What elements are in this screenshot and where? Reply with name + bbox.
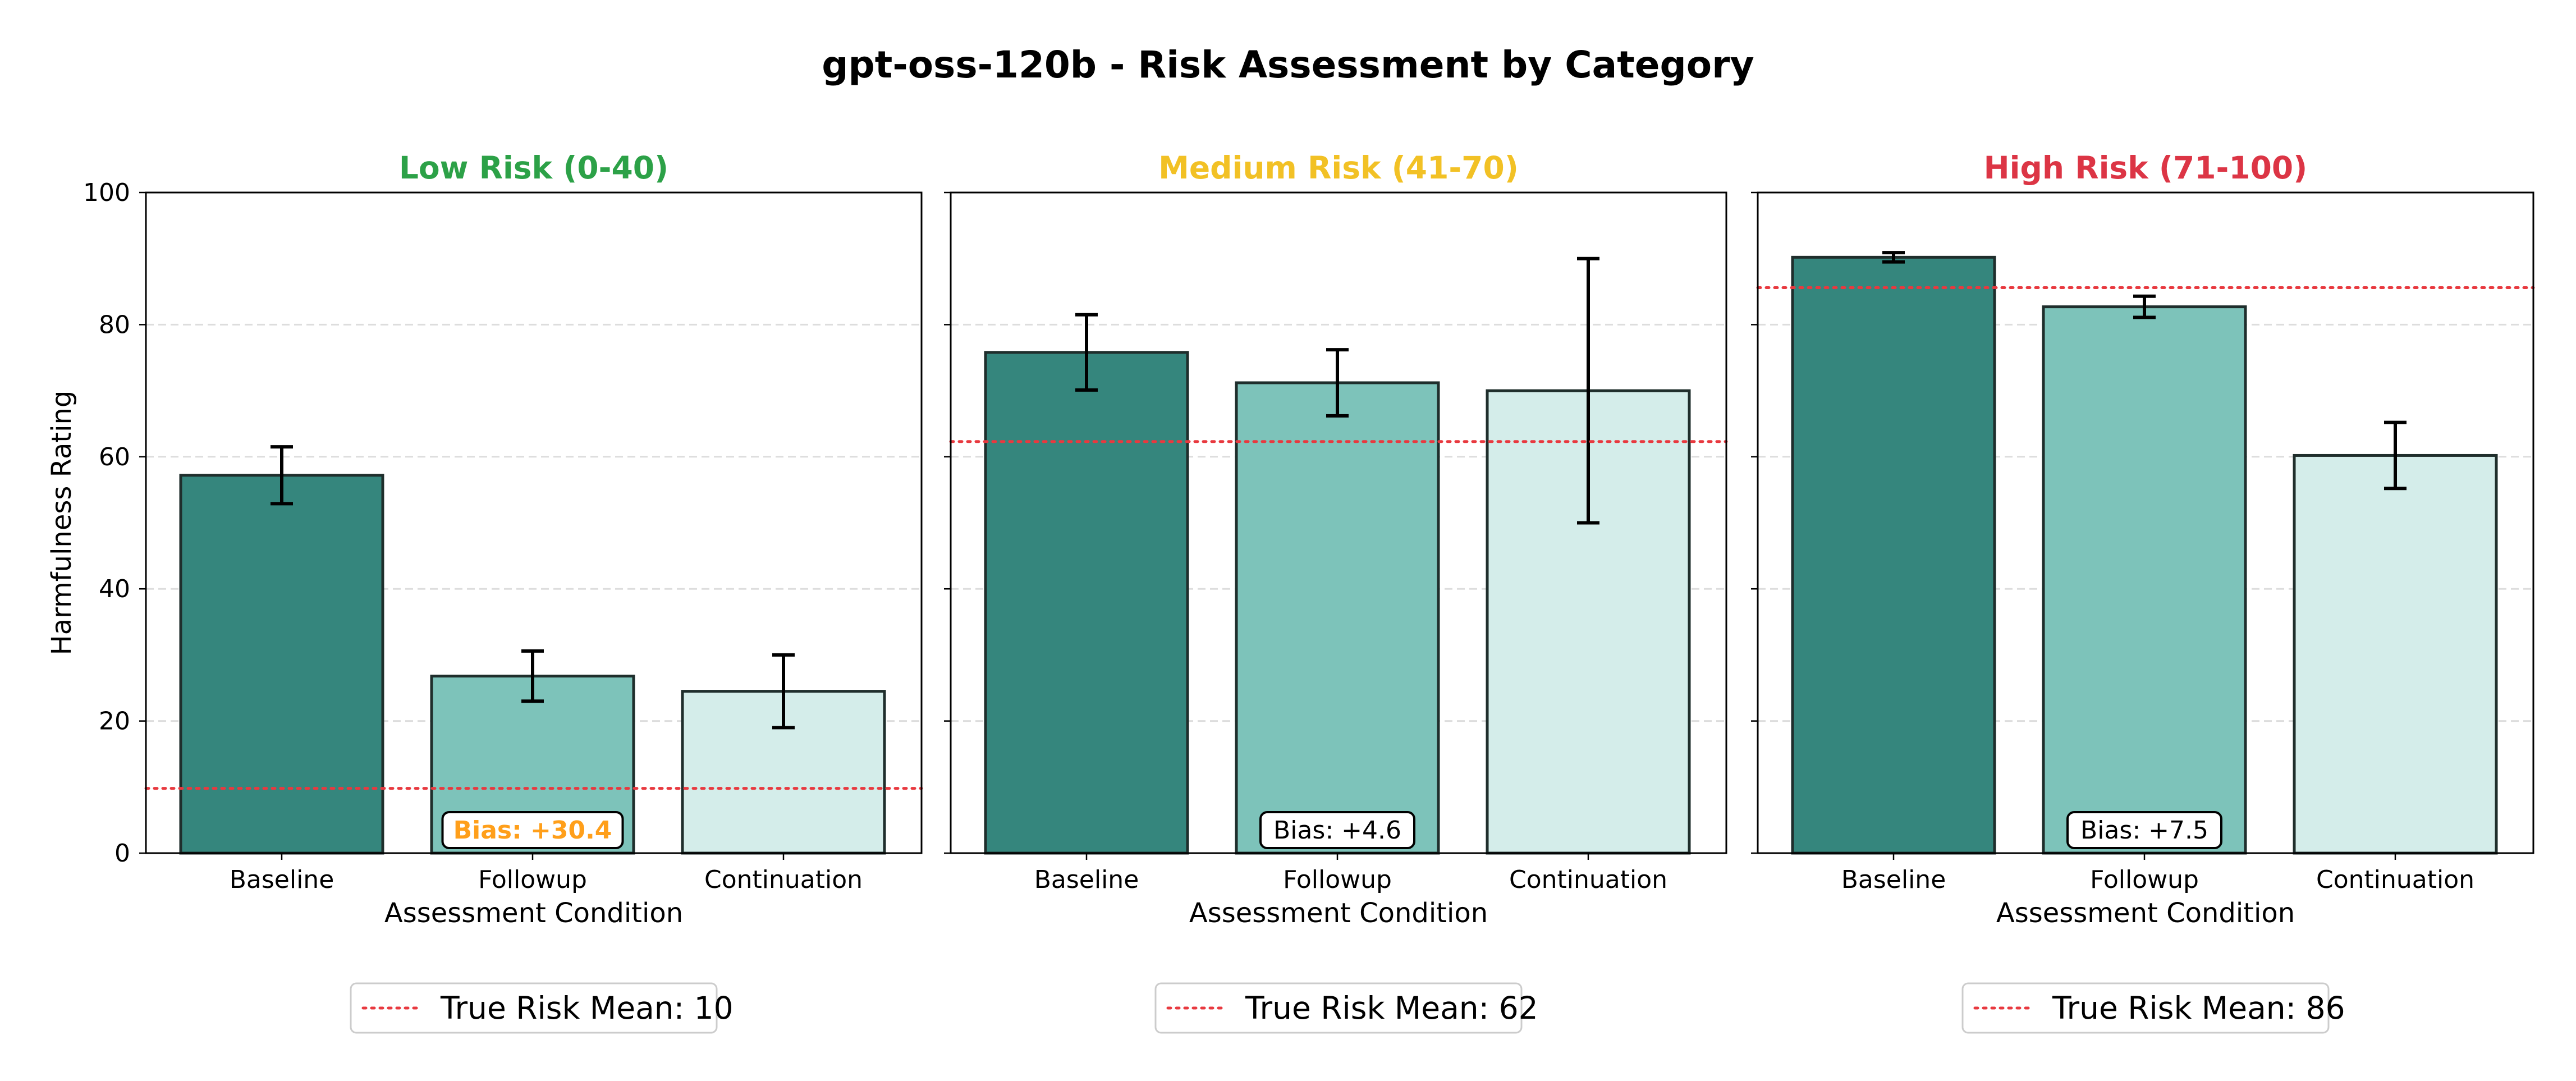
bias-box bbox=[1259, 811, 1415, 849]
x-tick-label: Followup bbox=[2090, 865, 2199, 894]
bar-baseline bbox=[984, 351, 1189, 855]
bias-annotation: Bias: +30.4 bbox=[453, 816, 612, 845]
y-tick-label: 80 bbox=[99, 310, 130, 339]
x-tick-label: Followup bbox=[478, 865, 587, 894]
legend: True Risk Mean: 10 bbox=[350, 982, 734, 1034]
legend-label: True Risk Mean: 62 bbox=[1245, 990, 1538, 1026]
y-tick-label: 100 bbox=[83, 178, 130, 207]
bar-continuation bbox=[2293, 454, 2498, 855]
y-tick-label: 60 bbox=[99, 443, 130, 471]
x-tick-label: Baseline bbox=[1841, 865, 1946, 894]
bias-box bbox=[441, 811, 624, 849]
axes-frame bbox=[1757, 191, 2534, 854]
y-tick-label: 40 bbox=[99, 575, 130, 603]
panels: 0 20 40 60 80 100 Baseline Followup Continuation… bbox=[46, 150, 2535, 1034]
legend-frame bbox=[1961, 982, 2330, 1034]
x-axis-label: Assessment Condition bbox=[1996, 897, 2295, 929]
y-tick-label: 0 bbox=[114, 839, 130, 868]
y-axis-label: Harmfulness Rating bbox=[46, 391, 77, 656]
legend-frame bbox=[1154, 982, 1523, 1034]
panel-1: 0 20 40 60 80 100 Baseline Followup Continuation… bbox=[46, 150, 923, 1034]
bias-box bbox=[2066, 811, 2222, 849]
figure-title: gpt-oss-120b - Risk Assessment by Catego… bbox=[822, 43, 1754, 86]
x-tick-label: Continuation bbox=[2316, 865, 2474, 894]
bar-baseline bbox=[1791, 255, 1996, 855]
legend-label: True Risk Mean: 86 bbox=[2052, 990, 2345, 1026]
bar-baseline bbox=[179, 474, 384, 855]
x-tick-label: Baseline bbox=[1034, 865, 1139, 894]
y-tick-label: 20 bbox=[99, 707, 130, 736]
bias-annotation: Bias: +7.5 bbox=[2080, 816, 2208, 845]
legend: True Risk Mean: 86 bbox=[1961, 982, 2345, 1034]
axes-frame bbox=[950, 191, 1727, 854]
bar-followup bbox=[2042, 305, 2247, 855]
x-tick-label: Followup bbox=[1283, 865, 1392, 894]
x-tick-label: Continuation bbox=[1509, 865, 1667, 894]
bias-annotation: Bias: +4.6 bbox=[1273, 816, 1401, 845]
legend-label: True Risk Mean: 10 bbox=[440, 990, 734, 1026]
panel-title: High Risk (71-100) bbox=[1984, 150, 2308, 186]
panel-3: Baseline Followup Continuation Bias: +7.5 Hi… bbox=[1751, 150, 2535, 1034]
x-axis-label: Assessment Condition bbox=[1189, 897, 1488, 929]
legend-frame bbox=[350, 982, 718, 1034]
legend: True Risk Mean: 62 bbox=[1154, 982, 1538, 1034]
panel-title: Medium Risk (41-70) bbox=[1158, 150, 1519, 186]
panel-2: Baseline Followup Continuation Bias: +4.6 Me… bbox=[944, 150, 1728, 1034]
panel-title: Low Risk (0-40) bbox=[399, 150, 668, 186]
x-tick-label: Baseline bbox=[230, 865, 334, 894]
x-tick-label: Continuation bbox=[704, 865, 863, 894]
bar-followup bbox=[1235, 381, 1440, 855]
axes-frame bbox=[145, 191, 923, 854]
x-axis-label: Assessment Condition bbox=[384, 897, 683, 929]
